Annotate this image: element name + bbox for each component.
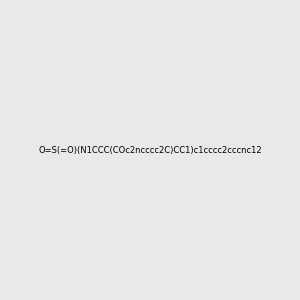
Text: O=S(=O)(N1CCC(COc2ncccc2C)CC1)c1cccc2cccnc12: O=S(=O)(N1CCC(COc2ncccc2C)CC1)c1cccc2ccc… xyxy=(38,146,262,154)
